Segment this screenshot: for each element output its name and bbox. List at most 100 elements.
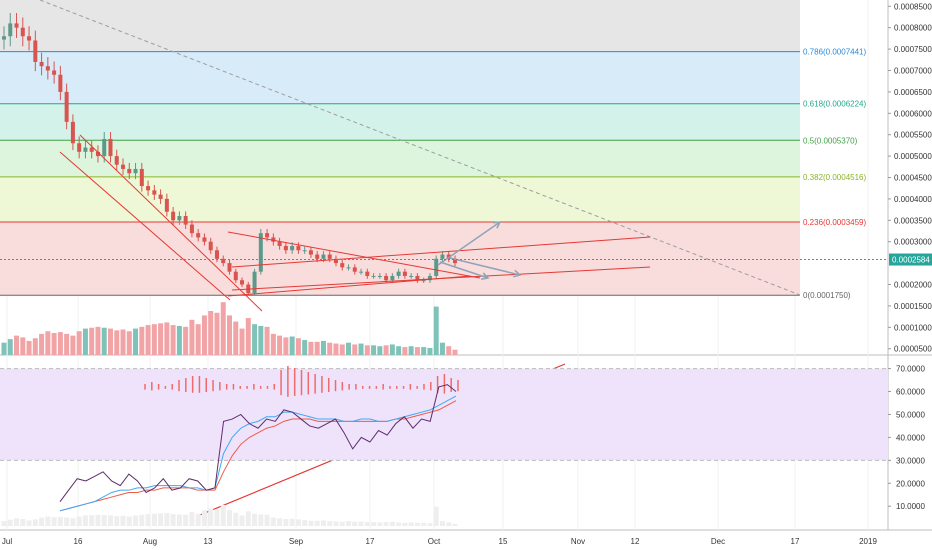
time-tick-label: 13 — [204, 537, 213, 546]
osc-volume-bar — [289, 518, 295, 526]
volume-bar — [64, 333, 70, 355]
candle-body — [252, 271, 257, 294]
price-tick-label: 0.0005000 — [894, 152, 932, 161]
fib-level-label: 0.236(0.0003459) — [803, 218, 867, 227]
osc-volume-bar — [45, 516, 51, 526]
volume-bar — [101, 327, 107, 355]
candle-body — [152, 190, 157, 195]
osc-volume-bar — [39, 517, 45, 526]
projection-arrow-head — [513, 269, 522, 278]
candle-body — [327, 254, 332, 259]
osc-volume-bar — [183, 514, 189, 526]
candle-body — [371, 275, 376, 277]
candle-body — [133, 168, 138, 174]
volume-bar — [76, 331, 82, 355]
osc-volume-bar — [339, 521, 345, 526]
volume-bar — [139, 326, 145, 355]
candle-body — [308, 250, 313, 255]
volume-bar — [258, 325, 264, 355]
osc-volume-bar — [32, 519, 38, 526]
osc-volume-bar — [57, 516, 63, 526]
candle-body — [390, 275, 395, 281]
price-tick-label: 0.0002000 — [894, 281, 932, 290]
osc-volume-bar — [358, 521, 364, 526]
volume-bar — [421, 347, 427, 355]
projection-arrow-head — [480, 272, 490, 280]
candle-body — [396, 271, 401, 276]
candle-body — [139, 168, 144, 187]
fibonacci-retracement[interactable]: 0.786(0.0007441) 0.618(0.0006224) 0.5(0.00… — [0, 0, 867, 300]
candle-body — [365, 271, 370, 276]
osc-volume-bar — [208, 508, 214, 526]
time-tick-label: Sep — [289, 537, 304, 546]
candle-body — [39, 61, 44, 67]
osc-tick-label: 10.0000 — [896, 502, 925, 511]
volume-bar — [270, 333, 276, 355]
candle-body — [27, 36, 32, 41]
osc-volume-bar — [408, 522, 414, 526]
candle-body — [402, 271, 407, 276]
time-tick-label: 12 — [631, 537, 640, 546]
candle-body — [221, 258, 226, 264]
time-tick-label: Dec — [711, 537, 725, 546]
time-tick-label: 17 — [366, 537, 375, 546]
volume-bar — [452, 349, 458, 355]
volume-bar — [7, 339, 13, 355]
time-tick-label: 2019 — [859, 537, 877, 546]
volume-bar — [95, 326, 101, 355]
candle-body — [158, 194, 163, 199]
osc-tick-label: 70.0000 — [896, 365, 925, 374]
price-axis[interactable]: 0.0008500 0.0008000 0.0007500 0.0007000 0.00… — [888, 2, 932, 511]
osc-volume-bar — [264, 514, 270, 526]
candle-body — [240, 280, 245, 285]
osc-volume-bar — [164, 513, 170, 526]
osc-volume-bar — [233, 512, 239, 526]
time-axis[interactable]: Jul 16 Aug 13 Sep 17 Oct 15 Nov 12 Dec 17 2019 — [2, 537, 878, 546]
candle-body — [121, 164, 126, 169]
volume-bar — [408, 346, 414, 355]
candle-body — [127, 168, 132, 174]
price-tick-label: 0.0006000 — [894, 109, 932, 118]
candle-body — [164, 198, 169, 212]
candle-body — [83, 147, 88, 152]
candle-body — [108, 138, 113, 157]
candle-body — [8, 23, 13, 37]
fib-level-label: 0.786(0.0007441) — [803, 48, 867, 57]
candle-body — [453, 258, 457, 264]
fib-level-label: 0.618(0.0006224) — [803, 100, 867, 109]
osc-tick-label: 20.0000 — [896, 479, 925, 488]
smoothed-line — [59, 395, 457, 512]
osc-volume-bar — [295, 519, 301, 526]
volume-bar — [233, 321, 239, 355]
volume-bar — [383, 345, 389, 355]
volume-bar — [158, 323, 164, 355]
osc-volume-bar — [95, 514, 101, 526]
volume-bar — [295, 338, 301, 355]
volume-bar — [302, 340, 308, 355]
volume-bar — [189, 319, 195, 355]
candle-body — [384, 275, 389, 281]
candle-body — [271, 237, 276, 242]
osc-volume-bar — [195, 513, 201, 526]
candle-body — [20, 27, 25, 37]
osc-volume-bar — [214, 509, 220, 526]
time-tick-label: 17 — [791, 537, 800, 546]
candle-body — [196, 233, 201, 238]
down-channel-line — [79, 134, 263, 312]
volume-bar — [51, 333, 57, 355]
projection-arrow — [439, 261, 489, 279]
pattern-line — [231, 266, 651, 291]
osc-volume-bar — [414, 522, 420, 526]
osc-volume-bar — [270, 517, 276, 526]
osc-volume-bar — [114, 516, 120, 526]
volume-bar — [170, 325, 176, 355]
volume-bar — [352, 344, 358, 355]
candle-body — [296, 245, 301, 251]
fib-level-label: 0.382(0.0004516) — [803, 173, 867, 182]
osc-volume-bar — [120, 515, 126, 526]
candle-body — [333, 258, 338, 264]
candle-body — [321, 254, 326, 259]
down-channel-line — [59, 151, 231, 301]
candle-body — [227, 263, 232, 272]
